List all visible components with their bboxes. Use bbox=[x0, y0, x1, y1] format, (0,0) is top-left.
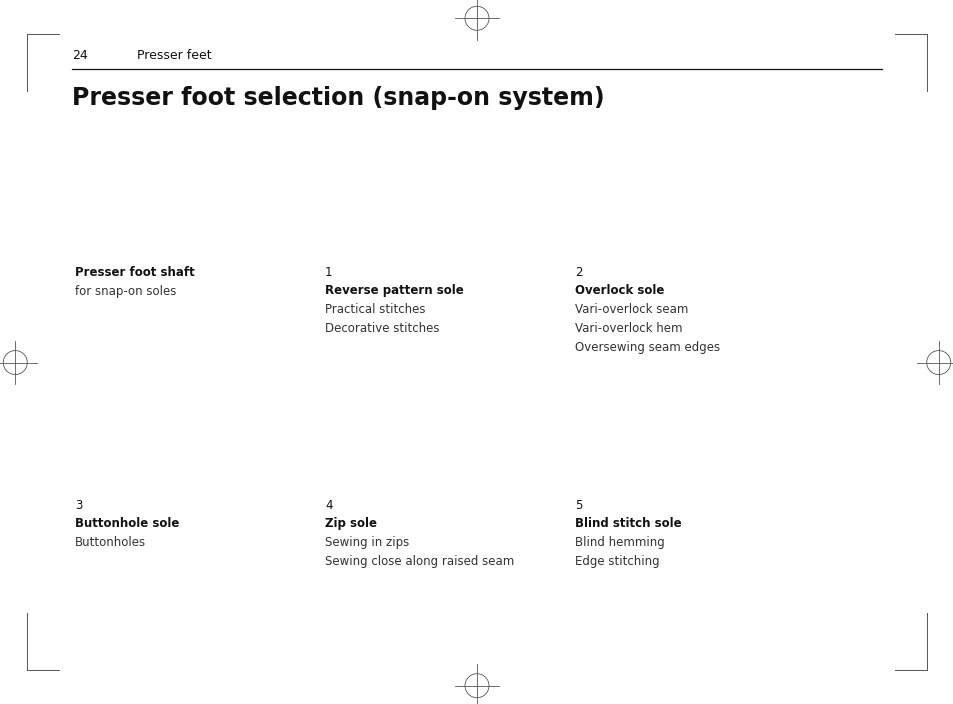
Text: Edge stitching: Edge stitching bbox=[575, 555, 659, 568]
Text: Presser foot shaft: Presser foot shaft bbox=[75, 266, 194, 279]
Text: for snap-on soles: for snap-on soles bbox=[75, 285, 176, 298]
Text: Sewing in zips: Sewing in zips bbox=[325, 536, 409, 549]
Text: Oversewing seam edges: Oversewing seam edges bbox=[575, 341, 720, 354]
Text: Buttonhole sole: Buttonhole sole bbox=[75, 517, 179, 530]
Text: Decorative stitches: Decorative stitches bbox=[325, 322, 439, 335]
Text: Blind hemming: Blind hemming bbox=[575, 536, 664, 549]
Text: Presser feet: Presser feet bbox=[137, 49, 212, 62]
Text: 4: 4 bbox=[325, 499, 333, 512]
Text: Presser foot selection (snap-on system): Presser foot selection (snap-on system) bbox=[71, 86, 604, 110]
Text: Overlock sole: Overlock sole bbox=[575, 284, 663, 297]
Text: Practical stitches: Practical stitches bbox=[325, 303, 425, 316]
Text: 2: 2 bbox=[575, 266, 582, 279]
Text: Buttonholes: Buttonholes bbox=[75, 536, 146, 549]
Text: Vari-overlock seam: Vari-overlock seam bbox=[575, 303, 688, 316]
Text: 24: 24 bbox=[71, 49, 88, 62]
Text: 5: 5 bbox=[575, 499, 581, 512]
Text: Reverse pattern sole: Reverse pattern sole bbox=[325, 284, 463, 297]
Text: 3: 3 bbox=[75, 499, 82, 512]
Text: Zip sole: Zip sole bbox=[325, 517, 376, 530]
Text: Sewing close along raised seam: Sewing close along raised seam bbox=[325, 555, 514, 568]
Text: 1: 1 bbox=[325, 266, 333, 279]
Text: Blind stitch sole: Blind stitch sole bbox=[575, 517, 680, 530]
Text: Vari-overlock hem: Vari-overlock hem bbox=[575, 322, 681, 335]
